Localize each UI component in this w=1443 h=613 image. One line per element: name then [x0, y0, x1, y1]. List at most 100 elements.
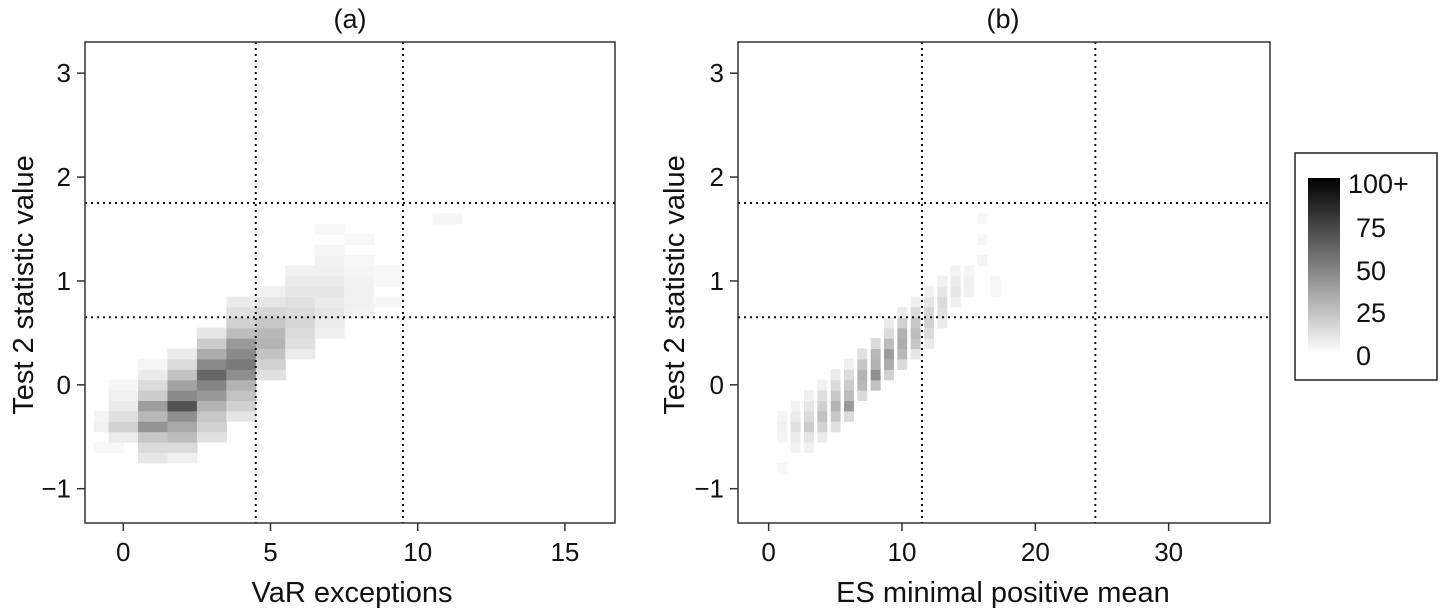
heatmap-cell [964, 265, 974, 277]
heatmap-cell [804, 421, 814, 433]
panel-a-x-ticks: 0 5 10 15 [116, 523, 579, 567]
heatmap-cell [314, 317, 345, 329]
heatmap-cell [108, 421, 139, 433]
y-tick-label: 0 [710, 370, 724, 400]
heatmap-cell [977, 234, 988, 246]
heatmap-cell [830, 410, 841, 422]
heatmap-cell [804, 400, 814, 412]
heatmap-cell [93, 441, 124, 453]
heatmap-cell [857, 379, 868, 391]
heatmap-cell [790, 410, 801, 422]
heatmap-cell [226, 358, 257, 370]
heatmap-cell [870, 369, 881, 381]
heatmap-cell [167, 369, 198, 381]
heatmap-cell [884, 338, 894, 350]
heatmap-cell [924, 286, 934, 298]
heatmap-cell [857, 358, 868, 370]
heatmap-cell [790, 441, 801, 453]
heatmap-cell [138, 358, 169, 370]
heatmap-cell [196, 410, 227, 422]
heatmap-cell [285, 275, 316, 287]
heatmap-cell [830, 400, 841, 412]
heatmap-cell [167, 400, 198, 412]
heatmap-cell [314, 244, 345, 256]
heatmap-cell [167, 421, 198, 433]
heatmap-cell [817, 390, 828, 402]
y-tick-label: 1 [57, 266, 71, 296]
heatmap-cell [924, 317, 934, 329]
heatmap-cell [344, 296, 375, 308]
panel-a: (a) 0 5 10 15 −1 0 1 2 3 VaR exceptions Test 2 … [8, 4, 616, 609]
heatmap-cell [817, 431, 828, 443]
heatmap-cell [373, 275, 404, 287]
heatmap-cell [344, 306, 375, 318]
heatmap-cell [937, 317, 948, 329]
heatmap-cell [255, 369, 286, 381]
heatmap-cell [990, 286, 1001, 298]
heatmap-cell [937, 286, 948, 298]
x-tick-label: 30 [1154, 537, 1183, 567]
panel-b-frame [737, 41, 1271, 524]
heatmap-cell [314, 296, 345, 308]
heatmap-cell [226, 317, 257, 329]
heatmap-cell [950, 275, 961, 287]
heatmap-cell [830, 390, 841, 402]
panel-b-y-label: Test 2 statistic value [659, 155, 691, 415]
x-tick-label: 5 [263, 537, 277, 567]
heatmap-cell [167, 358, 198, 370]
heatmap-cell [285, 348, 316, 360]
heatmap-cell [373, 296, 404, 308]
heatmap-cell [255, 348, 286, 360]
heatmap-cell [790, 431, 801, 443]
heatmap-cell [138, 400, 169, 412]
heatmap-cell [344, 275, 375, 287]
heatmap-cell [314, 306, 345, 318]
heatmap-cell [285, 286, 316, 298]
heatmap-cell [884, 369, 894, 381]
heatmap-cell [344, 234, 375, 246]
heatmap-cell [226, 390, 257, 402]
heatmap-cell [884, 327, 894, 339]
heatmap-cell [255, 286, 286, 298]
heatmap-cell [138, 441, 169, 453]
heatmap-cell [897, 338, 908, 350]
heatmap-cell [196, 358, 227, 370]
heatmap-cell [108, 390, 139, 402]
heatmap-cell [844, 410, 854, 422]
heatmap-cell [897, 327, 908, 339]
panel-a-frame [84, 41, 616, 524]
heatmap-cell [314, 275, 345, 287]
heatmap-cell [432, 213, 463, 225]
heatmap-cell [373, 265, 404, 277]
heatmap-cell [108, 379, 139, 391]
heatmap-cell [830, 369, 841, 381]
heatmap-cell [804, 441, 814, 453]
heatmap-cell [167, 441, 198, 453]
heatmap-cell [226, 400, 257, 412]
heatmap-cell [924, 296, 934, 308]
heatmap-cell [884, 358, 894, 370]
heatmap-cell [857, 369, 868, 381]
heatmap-cell [285, 338, 316, 350]
heatmap-cell [196, 431, 227, 443]
legend-label-0: 0 [1356, 341, 1371, 371]
panel-a-y-ticks: −1 0 1 2 3 [41, 58, 85, 504]
heatmap-cell [844, 400, 854, 412]
y-tick-label: 1 [710, 266, 724, 296]
heatmap-cell [314, 254, 345, 266]
heatmap-cell [924, 327, 934, 339]
panel-b-title: (b) [987, 4, 1020, 34]
heatmap-cell [830, 379, 841, 391]
heatmap-cell [196, 338, 227, 350]
panel-b-y-ticks: −1 0 1 2 3 [694, 58, 738, 504]
heatmap-cell [255, 296, 286, 308]
y-tick-label: 2 [710, 162, 724, 192]
heatmap-cell [977, 254, 988, 266]
heatmap-cell [138, 452, 169, 464]
heatmap-cell [817, 410, 828, 422]
legend-label-50: 50 [1356, 256, 1386, 286]
heatmap-cell [910, 338, 921, 350]
heatmap-cell [167, 379, 198, 391]
heatmap-cell [910, 327, 921, 339]
